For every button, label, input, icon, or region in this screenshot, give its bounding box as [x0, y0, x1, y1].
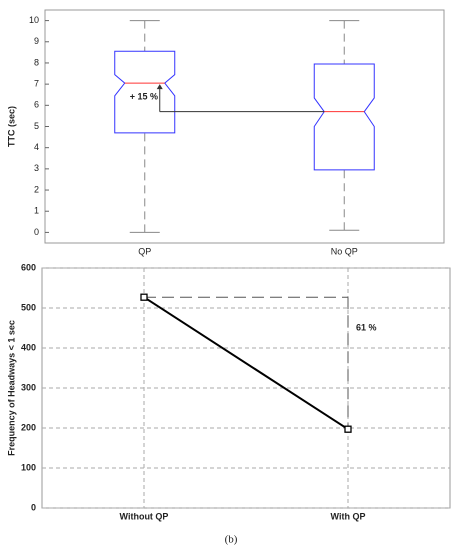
- line: [143, 296, 349, 431]
- arrow-head: [156, 84, 163, 90]
- y-tick-label: 8: [34, 57, 39, 67]
- plot-frame: [44, 9, 445, 244]
- y-tick-label: 400: [21, 342, 36, 352]
- y-axis-label: Frequency of Headways < 1 sec: [6, 320, 16, 456]
- y-tick-label: 3: [34, 163, 39, 173]
- y-tick-label: 5: [34, 121, 39, 131]
- y-tick-label: 500: [21, 302, 36, 312]
- y-tick-label: 2: [34, 184, 39, 194]
- x-tick-label: No QP: [331, 246, 358, 256]
- y-tick-label: 600: [21, 262, 36, 272]
- y-tick-label: 9: [34, 36, 39, 46]
- annotation: + 15 %: [130, 91, 158, 101]
- y-tick-label: 1: [34, 206, 39, 216]
- y-tick-label: 0: [34, 227, 39, 237]
- y-tick-label: 100: [21, 462, 36, 472]
- y-tick-label: 0: [31, 502, 36, 512]
- marker: [140, 293, 148, 301]
- box: [313, 63, 375, 171]
- x-tick-label: Without QP: [120, 511, 169, 521]
- x-tick-label: With QP: [331, 511, 366, 521]
- y-tick-label: 300: [21, 382, 36, 392]
- y-tick-label: 6: [34, 100, 39, 110]
- y-tick-label: 4: [34, 142, 39, 152]
- marker: [344, 425, 352, 433]
- caption: (b): [225, 534, 238, 546]
- y-tick-label: 200: [21, 422, 36, 432]
- x-tick-label: QP: [138, 246, 151, 256]
- y-tick-label: 10: [29, 15, 39, 25]
- y-axis-label: TTC (sec): [6, 106, 16, 147]
- box: [114, 50, 176, 134]
- annotation: 61 %: [356, 323, 377, 333]
- y-tick-label: 7: [34, 79, 39, 89]
